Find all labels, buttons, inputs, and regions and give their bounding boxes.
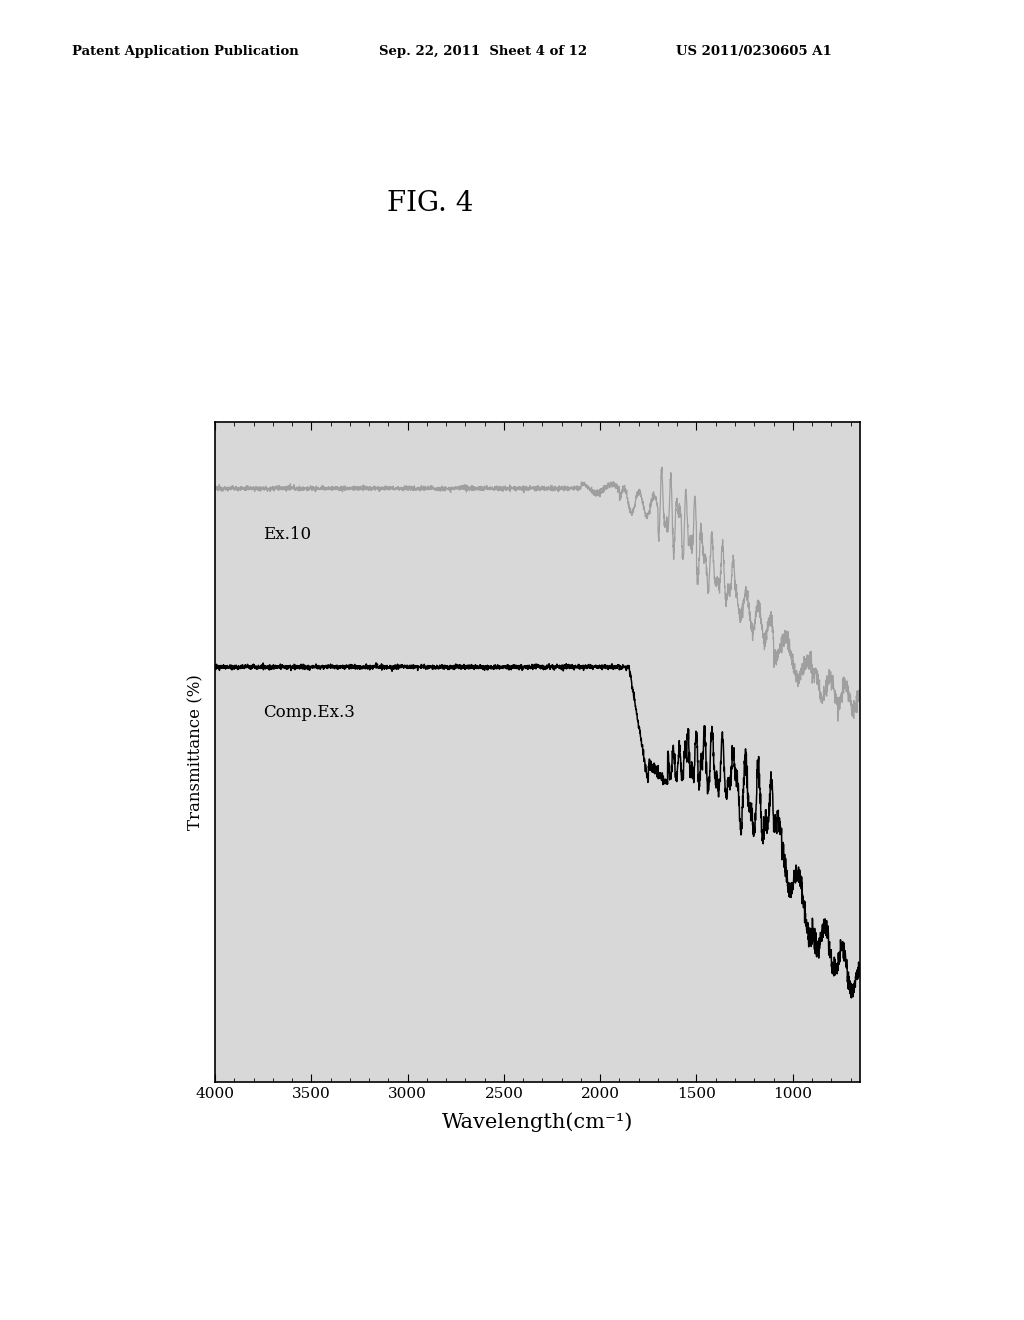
Text: Ex.10: Ex.10 (263, 525, 311, 543)
Text: FIG. 4: FIG. 4 (387, 190, 473, 218)
Text: US 2011/0230605 A1: US 2011/0230605 A1 (676, 45, 831, 58)
X-axis label: Wavelength(cm⁻¹): Wavelength(cm⁻¹) (442, 1113, 633, 1133)
Text: Comp.Ex.3: Comp.Ex.3 (263, 705, 355, 722)
Text: Patent Application Publication: Patent Application Publication (72, 45, 298, 58)
Y-axis label: Transmittance (%): Transmittance (%) (187, 675, 204, 830)
Text: Sep. 22, 2011  Sheet 4 of 12: Sep. 22, 2011 Sheet 4 of 12 (379, 45, 587, 58)
